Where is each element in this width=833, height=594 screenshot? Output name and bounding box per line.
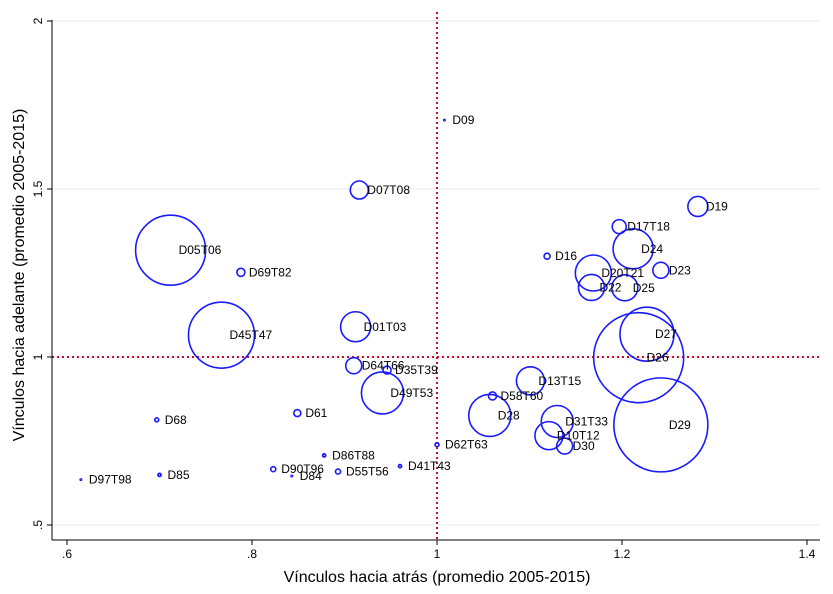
bubble-label-d09: D09: [452, 113, 474, 127]
bubble-label-d35t39: D35T39: [395, 363, 438, 377]
y-tick-label: 2: [31, 17, 45, 24]
bubble-d90t96: [269, 465, 277, 473]
bubble-label-d27: D27: [655, 327, 677, 341]
bubble-d62t63: [434, 441, 440, 448]
bubble-d13t15: [515, 366, 546, 396]
bubble-label-d29: D29: [669, 418, 691, 432]
bubble-d29: [613, 377, 709, 473]
x-tick-label: .6: [62, 547, 72, 561]
y-tick-label: 1.5: [31, 180, 45, 197]
x-axis-title: Vínculos hacia atrás (promedio 2005-2015…: [284, 569, 591, 586]
bubble-label-d62t63: D62T63: [445, 438, 488, 452]
y-axis-title: Vínculos hacia adelante (promedio 2005-2…: [11, 109, 28, 442]
y-tick-label: 1: [31, 353, 45, 360]
bubble-label-d20t21: D20T21: [601, 266, 644, 280]
bubble-label-d68: D68: [165, 413, 187, 427]
bubble-d85: [157, 472, 162, 478]
bubble-d45t47: [187, 301, 256, 369]
bubble-label-d26: D26: [647, 351, 669, 365]
bubble-d84: [290, 474, 294, 478]
bubble-label-d31t33: D31T33: [565, 415, 608, 429]
bubble-d05t06: [134, 214, 207, 286]
x-tick-label: 1: [434, 547, 441, 561]
bubble-d09: [442, 118, 446, 122]
bubble-label-d28: D28: [498, 408, 520, 422]
bubble-label-d25: D25: [633, 281, 655, 295]
bubble-label-d22: D22: [599, 280, 621, 294]
bubble-label-d90t96: D90T96: [281, 462, 324, 476]
bubble-label-d05t06: D05T06: [179, 243, 222, 257]
bubble-d55t56: [334, 468, 342, 475]
bubble-label-d84: D84: [300, 469, 322, 483]
bubble-label-d64t66: D64T66: [362, 359, 405, 373]
bubble-d41t43: [397, 463, 403, 469]
bubble-d20t21: [574, 254, 613, 292]
bubble-label-d61: D61: [305, 406, 327, 420]
bubble-d31t33: [540, 404, 575, 439]
bubble-label-d45t47: D45T47: [229, 328, 272, 342]
bubble-label-d97t98: D97T98: [89, 473, 132, 487]
bubble-d64t66: [344, 356, 363, 375]
bubble-d10t12: [534, 420, 564, 451]
bubble-label-d19: D19: [706, 199, 728, 213]
bubble-label-d41t43: D41T43: [408, 459, 451, 473]
bubble-label-d30: D30: [573, 439, 595, 453]
bubble-label-d23: D23: [669, 263, 691, 277]
bubble-d25: [610, 273, 639, 302]
bubble-d27: [619, 306, 675, 362]
bubble-d19: [687, 195, 709, 218]
bubble-d07t08: [349, 180, 370, 200]
x-tick-label: .8: [247, 547, 257, 561]
reference-lines: [52, 12, 820, 540]
bubble-d49t53: [360, 371, 405, 415]
bubble-d16: [543, 252, 551, 261]
bubble-label-d86t88: D86T88: [332, 448, 375, 462]
x-tick-label: 1.2: [614, 547, 631, 561]
bubble-d01t03: [339, 310, 372, 343]
bubbles: [79, 118, 709, 482]
bubble-label-d58t60: D58T60: [501, 389, 544, 403]
x-tick-label: 1.4: [799, 547, 816, 561]
bubble-label-d16: D16: [555, 249, 577, 263]
bubble-label-d55t56: D55T56: [346, 465, 389, 479]
bubble-label-d10t12: D10T12: [557, 429, 600, 443]
bubble-d68: [153, 417, 160, 423]
bubble-d97t98: [79, 478, 83, 482]
bubble-d26: [592, 311, 685, 404]
bubble-label-d13t15: D13T15: [538, 374, 581, 388]
bubble-d24: [612, 228, 654, 270]
bubble-label-d07t08: D07T08: [367, 183, 410, 197]
bubble-label-d17t18: D17T18: [627, 220, 670, 234]
bubble-label-d85: D85: [168, 468, 190, 482]
bubble-d23: [652, 261, 670, 280]
bubble-label-d49t53: D49T53: [390, 386, 433, 400]
bubble-label-d69t82: D69T82: [249, 265, 292, 279]
bubble-d22: [577, 273, 606, 302]
bubble-d69t82: [236, 267, 246, 278]
y-tick-label: .5: [31, 520, 45, 530]
axes: .6 .8 1 1.2 1.4 .5 1 1.5 2: [31, 17, 820, 561]
bubble-d86t88: [321, 453, 327, 458]
bubble-d35t39: [382, 365, 392, 375]
bubble-d61: [293, 408, 302, 418]
bubble-label-d24: D24: [641, 242, 663, 256]
bubble-label-d01t03: D01T03: [364, 320, 407, 334]
bubble-d28: [467, 393, 512, 438]
bubble-d30: [555, 437, 574, 455]
